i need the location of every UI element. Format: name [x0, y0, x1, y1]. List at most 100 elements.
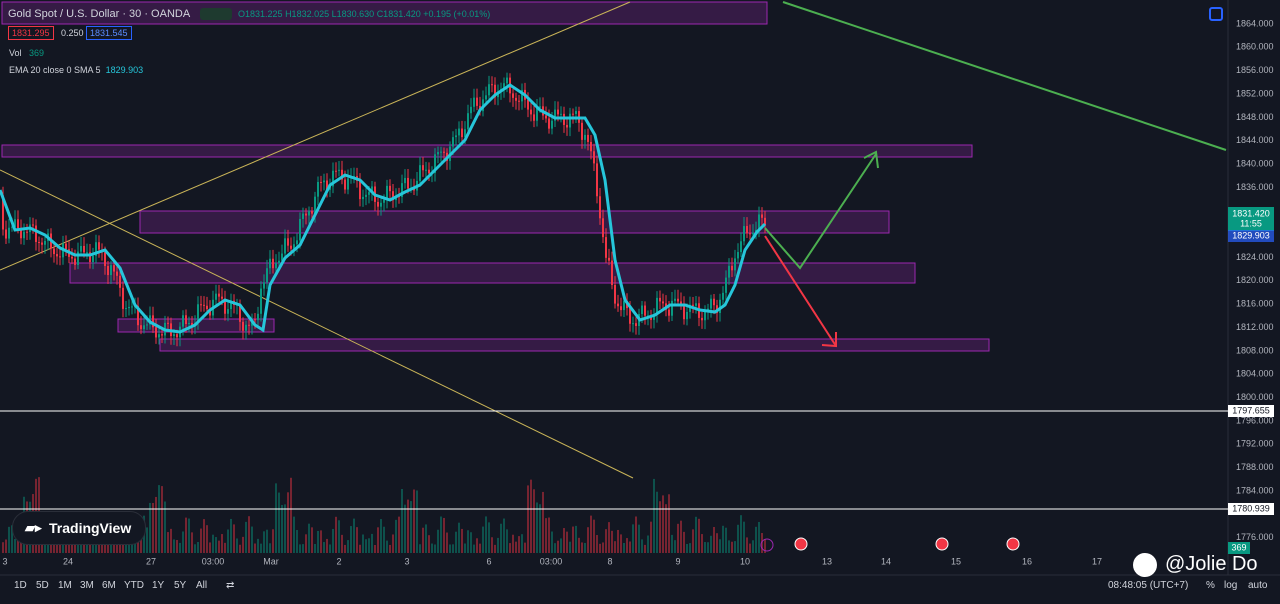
candle-body	[575, 111, 577, 114]
volume-bar	[578, 537, 580, 553]
volume-bar	[389, 544, 391, 553]
candle-body	[128, 306, 130, 309]
price-label: 1788.000	[1236, 462, 1274, 472]
candle-body	[257, 313, 259, 321]
logo-mark: ▰▸	[25, 520, 42, 535]
candle-body	[392, 191, 394, 201]
volume-bar	[719, 539, 721, 553]
range-button[interactable]: 3M	[80, 580, 94, 591]
volume-bar	[569, 541, 571, 553]
candle-body	[335, 170, 337, 172]
event-icon[interactable]	[760, 538, 774, 552]
candle-body	[662, 301, 664, 304]
candle-body	[710, 298, 712, 309]
close: C1831.420	[376, 9, 421, 19]
range-button[interactable]: 5Y	[174, 580, 187, 591]
volume-bar	[233, 524, 235, 553]
candle-body	[593, 151, 595, 164]
candle-body	[386, 185, 388, 200]
candle-body	[152, 315, 154, 328]
volume-bar	[587, 527, 589, 553]
candle-body	[107, 265, 109, 276]
candle-body	[488, 84, 490, 96]
volume-bar	[461, 528, 463, 553]
volume-bar	[353, 518, 355, 553]
volume-bar	[329, 544, 331, 553]
percent-toggle[interactable]: %	[1206, 580, 1215, 591]
candle-body	[599, 196, 601, 219]
event-icon[interactable]	[1006, 537, 1020, 551]
candle-body	[761, 214, 763, 218]
candle-body	[686, 311, 688, 320]
candle-body	[515, 97, 517, 101]
settings-icon[interactable]	[1209, 7, 1223, 21]
candle-body	[146, 324, 148, 326]
candle-body	[98, 242, 100, 250]
time-label: 3	[2, 556, 7, 566]
price-label: 1844.000	[1236, 135, 1274, 145]
volume-bar	[242, 536, 244, 553]
volume-bar	[704, 542, 706, 553]
volume-bar	[314, 544, 316, 553]
event-icon[interactable]	[935, 537, 949, 551]
bid[interactable]: 1831.295	[8, 26, 54, 40]
price-label: 1840.000	[1236, 158, 1274, 168]
volume-bar	[272, 529, 274, 553]
candle-body	[491, 84, 493, 86]
volume-bar	[527, 485, 529, 553]
status-badge	[200, 8, 232, 20]
volume-bar	[737, 524, 739, 553]
volume-bar	[185, 517, 187, 553]
symbol[interactable]: Gold Spot / U.S. Dollar · 30 · OANDA	[8, 8, 191, 20]
range-button[interactable]: 1D	[14, 580, 27, 591]
candle-body	[401, 183, 403, 197]
ema-value: 1829.903	[105, 65, 144, 75]
candle-body	[623, 300, 625, 311]
volume-bar	[182, 531, 184, 553]
volume-bar	[683, 531, 685, 553]
candle-body	[602, 218, 604, 238]
volume-bar	[494, 544, 496, 553]
range-button[interactable]: 5D	[36, 580, 49, 591]
volume-bar	[491, 537, 493, 553]
zones	[1, 1, 990, 352]
candle-body	[653, 314, 655, 320]
range-button[interactable]: All	[196, 580, 208, 591]
candle-body	[44, 240, 46, 245]
candle-body	[143, 325, 145, 330]
volume-bar	[650, 521, 652, 553]
candle-body	[218, 293, 220, 297]
volume-bar	[467, 530, 469, 553]
candle-body	[566, 124, 568, 128]
range-button[interactable]: 1M	[58, 580, 72, 591]
range-button[interactable]: 1Y	[152, 580, 165, 591]
volume-bar	[221, 534, 223, 553]
range-button[interactable]: 6M	[102, 580, 116, 591]
volume-bar	[161, 486, 163, 553]
ask[interactable]: 1831.545	[86, 26, 132, 40]
date-range-icon[interactable]: ⇄	[226, 580, 235, 591]
volume-bar	[302, 544, 304, 553]
candle-body	[38, 241, 40, 243]
level-tag	[1228, 405, 1274, 417]
candle-body	[668, 309, 670, 316]
candle-body	[389, 185, 391, 192]
zone	[159, 338, 990, 352]
candle-body	[560, 113, 562, 115]
event-icon[interactable]	[794, 537, 808, 551]
volume-bar	[68, 543, 70, 553]
volume-bar	[44, 543, 46, 553]
volume-bar	[218, 540, 220, 553]
brand-logo: ▰▸ TradingView	[12, 511, 146, 545]
ema-price: 1829.903	[1232, 230, 1270, 240]
auto-toggle[interactable]: auto	[1248, 580, 1268, 591]
range-button[interactable]: YTD	[124, 580, 144, 591]
volume-bar	[326, 538, 328, 553]
candle-body	[419, 165, 421, 181]
volume-bar	[149, 502, 151, 553]
log-toggle[interactable]: log	[1224, 580, 1238, 591]
volume-bar	[710, 535, 712, 553]
candle-body	[467, 113, 469, 130]
volume-bar	[188, 518, 190, 553]
volume-bar	[104, 541, 106, 553]
